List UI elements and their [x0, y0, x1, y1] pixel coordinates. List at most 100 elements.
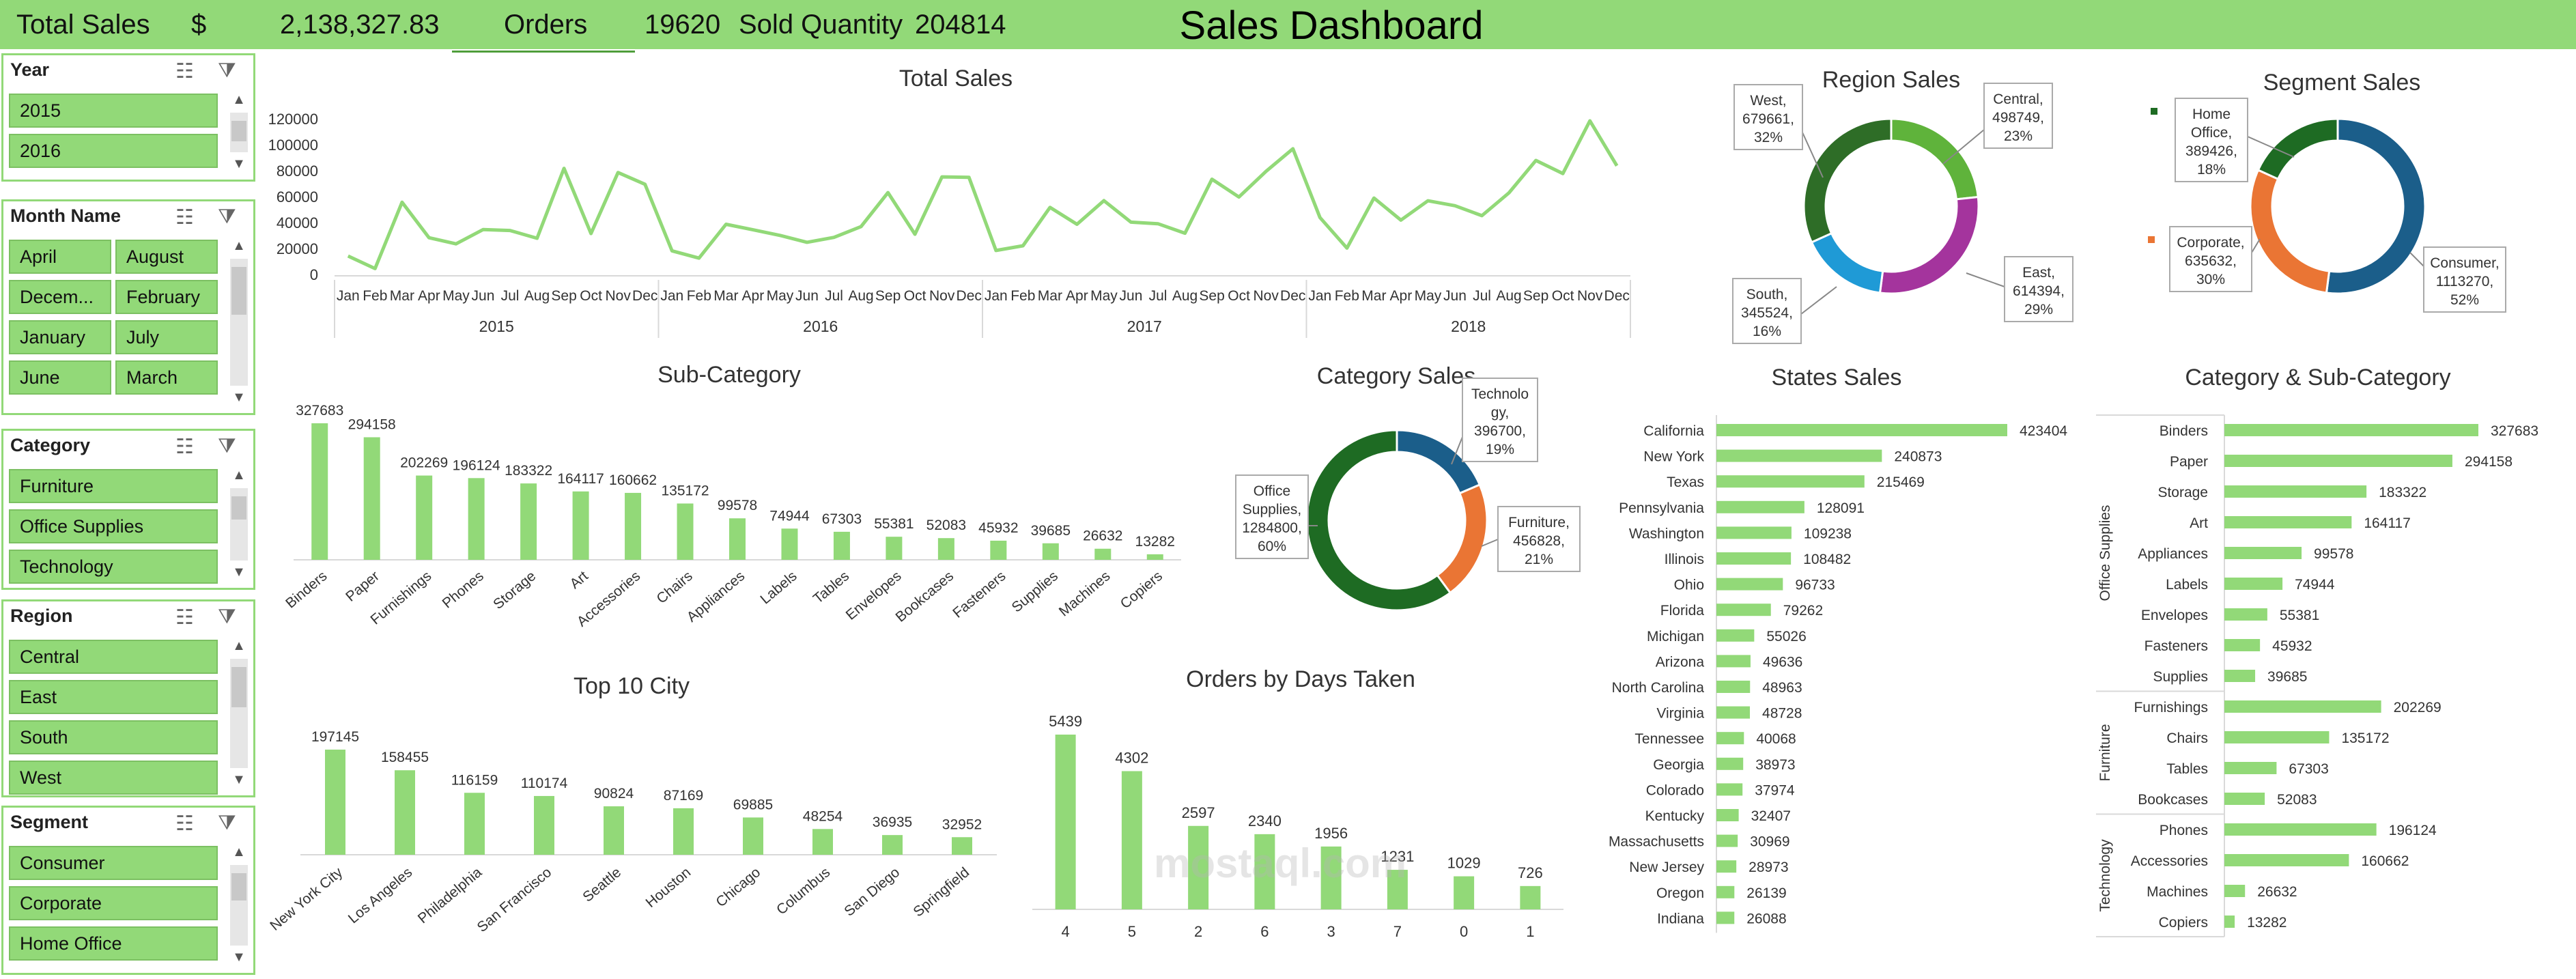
slicer-item[interactable]: Technology [9, 550, 218, 584]
region-sales-chart-title: Region Sales [1822, 67, 1961, 93]
slicer-item[interactable]: West [9, 761, 218, 795]
state-bar [1716, 500, 1804, 513]
category-label-furniture: Furniture, [1508, 515, 1570, 530]
clear-filter-icon[interactable]: ⧩ [218, 435, 236, 457]
scroll-thumb[interactable] [231, 121, 246, 141]
scroll-down-icon[interactable]: ▼ [232, 156, 246, 171]
segment-slice [2325, 117, 2426, 295]
multi-select-icon[interactable]: ☷ [175, 60, 194, 83]
segment-label-home-office: Home [2192, 107, 2231, 122]
slicer-item[interactable]: June [9, 360, 111, 395]
catsub-bar [2224, 485, 2367, 498]
x-tick-label: Nov [1254, 288, 1279, 304]
clear-filter-icon[interactable]: ⧩ [218, 606, 236, 628]
slicer-item[interactable]: January [9, 320, 111, 354]
slicer-item[interactable]: Consumer [9, 846, 218, 880]
subcategory-value-label: 196124 [453, 457, 500, 473]
region-slice [1802, 117, 1893, 244]
category-label-office-supplies-box [1235, 474, 1309, 559]
slicer-item[interactable]: February [115, 280, 218, 314]
segment-label-corporate: 635632, [2185, 253, 2237, 269]
subcategory-category-label: Supplies [1009, 568, 1061, 615]
segment-label-consumer: 1113270, [2436, 274, 2493, 289]
x-tick-label: Aug [524, 288, 550, 304]
city-value-label: 87169 [664, 788, 703, 804]
subcategory-bar [677, 503, 694, 560]
scroll-down-icon[interactable]: ▼ [232, 772, 246, 787]
days-bar [1454, 876, 1475, 909]
scroll-up-icon[interactable]: ▲ [232, 92, 246, 107]
scroll-up-icon[interactable]: ▲ [232, 468, 246, 483]
catsub-label: Chairs [2166, 730, 2208, 746]
segment-label-corporate: Corporate, [2177, 235, 2244, 251]
days-bar [1320, 846, 1342, 909]
catsub-label: Fasteners [2145, 638, 2208, 654]
subcategory-bar [1146, 554, 1163, 560]
city-value-label: 32952 [942, 817, 982, 832]
sold-quantity-label: Sold Quantity [739, 10, 903, 40]
state-label: Illinois [1665, 552, 1704, 567]
category-label-office-supplies: Office [1254, 483, 1290, 499]
multi-select-icon[interactable]: ☷ [175, 606, 194, 629]
category-label-furniture: 21% [1525, 552, 1553, 567]
slicer-item[interactable]: August [115, 240, 218, 274]
slicer-item[interactable]: East [9, 680, 218, 714]
scroll-down-icon[interactable]: ▼ [232, 950, 246, 965]
catsub-label: Binders [2160, 423, 2208, 439]
city-category-label: San Diego [841, 864, 903, 920]
catsub-label: Bookcases [2138, 792, 2208, 808]
slicer-item[interactable]: April [9, 240, 111, 274]
slicer-title: Year [10, 59, 50, 80]
subcategory-value-label: 135172 [661, 483, 709, 498]
category-sales-chart-title: Category Sales [1316, 363, 1476, 389]
catsub-value-label: 294158 [2465, 454, 2513, 470]
slicer-item[interactable]: Home Office [9, 926, 218, 961]
clear-filter-icon[interactable]: ⧩ [218, 205, 236, 228]
scroll-up-icon[interactable]: ▲ [232, 638, 246, 653]
catsub-value-label: 135172 [2341, 730, 2389, 746]
scroll-up-icon[interactable]: ▲ [232, 845, 246, 860]
subcategory-bar [833, 531, 850, 560]
x-tick-label: Aug [1172, 288, 1198, 304]
catsub-label: Machines [2147, 884, 2208, 900]
slicer-item[interactable]: March [115, 360, 218, 395]
slicer-item[interactable]: Central [9, 640, 218, 674]
state-label: Tennessee [1634, 731, 1704, 747]
slicer-item[interactable]: Office Supplies [9, 509, 218, 543]
scroll-up-icon[interactable]: ▲ [232, 238, 246, 253]
multi-select-icon[interactable]: ☷ [175, 812, 194, 835]
region-label-south: 345524, [1741, 305, 1793, 321]
slicer-item[interactable]: South [9, 720, 218, 754]
scroll-down-icon[interactable]: ▼ [232, 565, 246, 580]
slicer-item[interactable]: July [115, 320, 218, 354]
slicer-item[interactable]: 2016 [9, 134, 218, 168]
x-tick-label: Jan [1308, 288, 1331, 304]
state-label: Texas [1667, 474, 1704, 490]
city-bar [952, 837, 972, 855]
slicer-region: Region ☷ ⧩ Central East South West ▲ ▼ [1, 599, 255, 797]
slicer-item[interactable]: Decem... [9, 280, 111, 314]
multi-select-icon[interactable]: ☷ [175, 436, 194, 458]
state-value-label: 38973 [1755, 757, 1795, 773]
scroll-down-icon[interactable]: ▼ [232, 390, 246, 405]
subcategory-category-label: Phones [440, 568, 487, 611]
x-tick-label: Sep [1523, 288, 1548, 304]
slicer-item[interactable]: Furniture [9, 469, 218, 503]
clear-filter-icon[interactable]: ⧩ [218, 812, 236, 834]
clear-filter-icon[interactable]: ⧩ [218, 59, 236, 82]
city-value-label: 110174 [521, 776, 568, 791]
city-bar [743, 817, 763, 855]
scroll-thumb[interactable] [231, 496, 246, 520]
scroll-thumb[interactable] [231, 267, 246, 315]
scroll-thumb[interactable] [231, 667, 246, 707]
callout-leader [2409, 252, 2424, 267]
catsub-label: Supplies [2153, 669, 2208, 685]
x-tick-label: Mar [390, 288, 414, 304]
callout-leader [1802, 132, 1824, 178]
scroll-thumb[interactable] [231, 873, 246, 900]
slicer-item[interactable]: 2015 [9, 94, 218, 128]
state-bar [1716, 757, 1744, 770]
multi-select-icon[interactable]: ☷ [175, 206, 194, 229]
slicer-item[interactable]: Corporate [9, 886, 218, 920]
x-tick-label: Aug [848, 288, 873, 304]
